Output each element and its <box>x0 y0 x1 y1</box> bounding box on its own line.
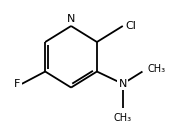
Text: F: F <box>14 79 21 89</box>
Text: N: N <box>67 14 75 23</box>
Text: CH₃: CH₃ <box>114 113 132 123</box>
Text: N: N <box>118 79 127 89</box>
Text: CH₃: CH₃ <box>147 64 165 74</box>
Text: Cl: Cl <box>125 21 136 31</box>
